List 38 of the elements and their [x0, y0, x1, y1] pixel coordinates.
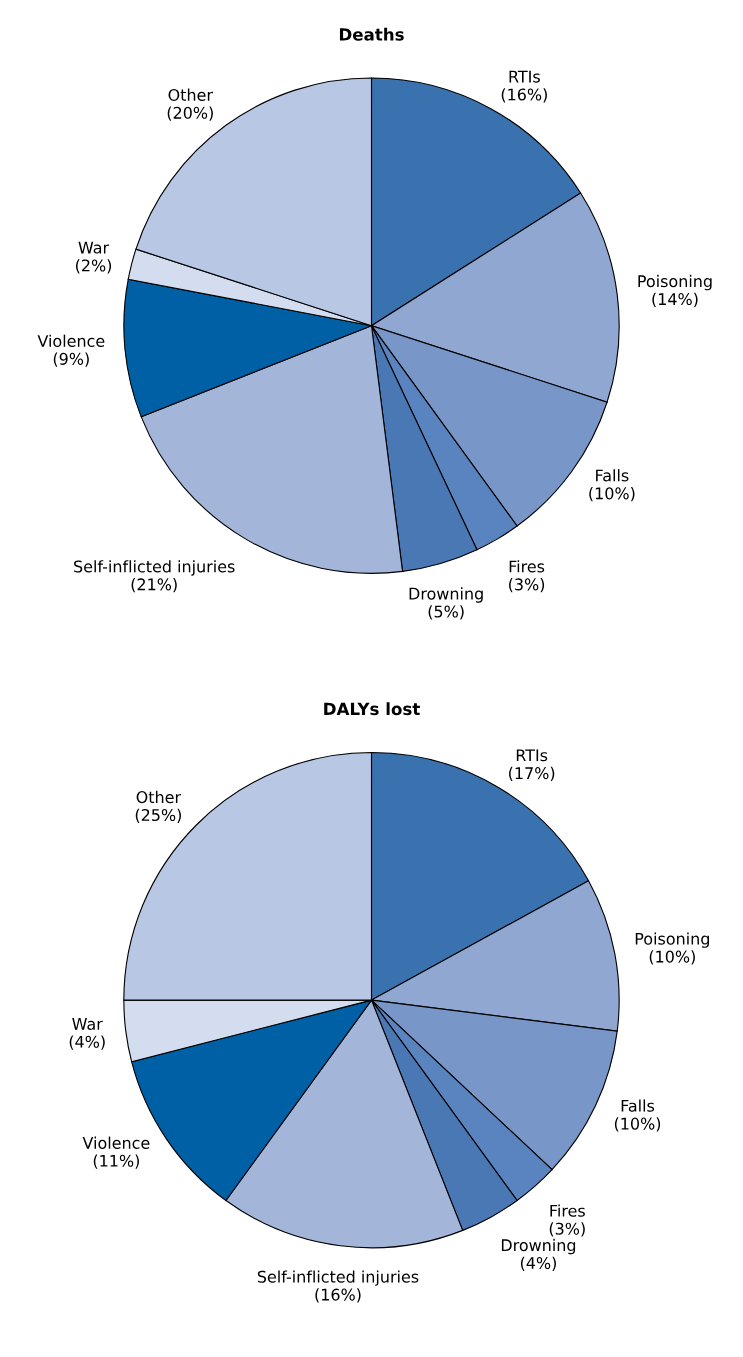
data-label: (16%): [501, 88, 547, 103]
data-label: (17%): [509, 766, 555, 782]
slice-label: Drowning: [501, 1238, 576, 1255]
slice-label: Fires: [550, 1204, 585, 1217]
slice-label: RTIs: [509, 70, 540, 83]
data-label: (16%): [315, 1288, 361, 1303]
data-label: (4%): [520, 1256, 556, 1271]
data-label: (11%): [93, 1154, 139, 1169]
slice-label: Poisoning: [635, 932, 709, 948]
slice-label: Violence: [37, 334, 105, 348]
slice-label: Poisoning: [638, 274, 712, 291]
data-label: (2%): [75, 259, 112, 274]
slice-label: Other: [136, 790, 182, 804]
slice-label: Self-inflicted injuries: [74, 560, 235, 576]
slice-label: War: [78, 241, 110, 254]
chart-title: DALYs lost: [324, 702, 420, 716]
chart-title: Deaths: [339, 27, 404, 41]
slice-label: War: [72, 1018, 103, 1030]
data-label: (5%): [428, 605, 464, 620]
slice-label: Falls: [596, 469, 629, 482]
data-label: (25%): [135, 808, 181, 823]
slice-label: Drowning: [409, 587, 483, 603]
data-label: (10%): [589, 487, 635, 502]
slice-label: Violence: [82, 1136, 150, 1149]
slice-label: Self-inflicted injuries: [257, 1270, 419, 1286]
data-label: (21%): [131, 578, 177, 593]
slice-label: RTIs: [516, 749, 548, 762]
data-label: (10%): [649, 950, 695, 965]
data-label: (9%): [53, 352, 89, 367]
data-label: (3%): [509, 578, 545, 593]
data-label: (4%): [69, 1035, 105, 1050]
data-label: (14%): [652, 292, 698, 307]
slice-label: Fires: [509, 560, 545, 573]
data-label: (10%): [614, 1117, 661, 1132]
slice-label: Falls: [621, 1099, 655, 1112]
data-label: (3%): [549, 1222, 585, 1237]
slice-label: Other: [168, 88, 213, 101]
data-label: (20%): [167, 106, 213, 121]
